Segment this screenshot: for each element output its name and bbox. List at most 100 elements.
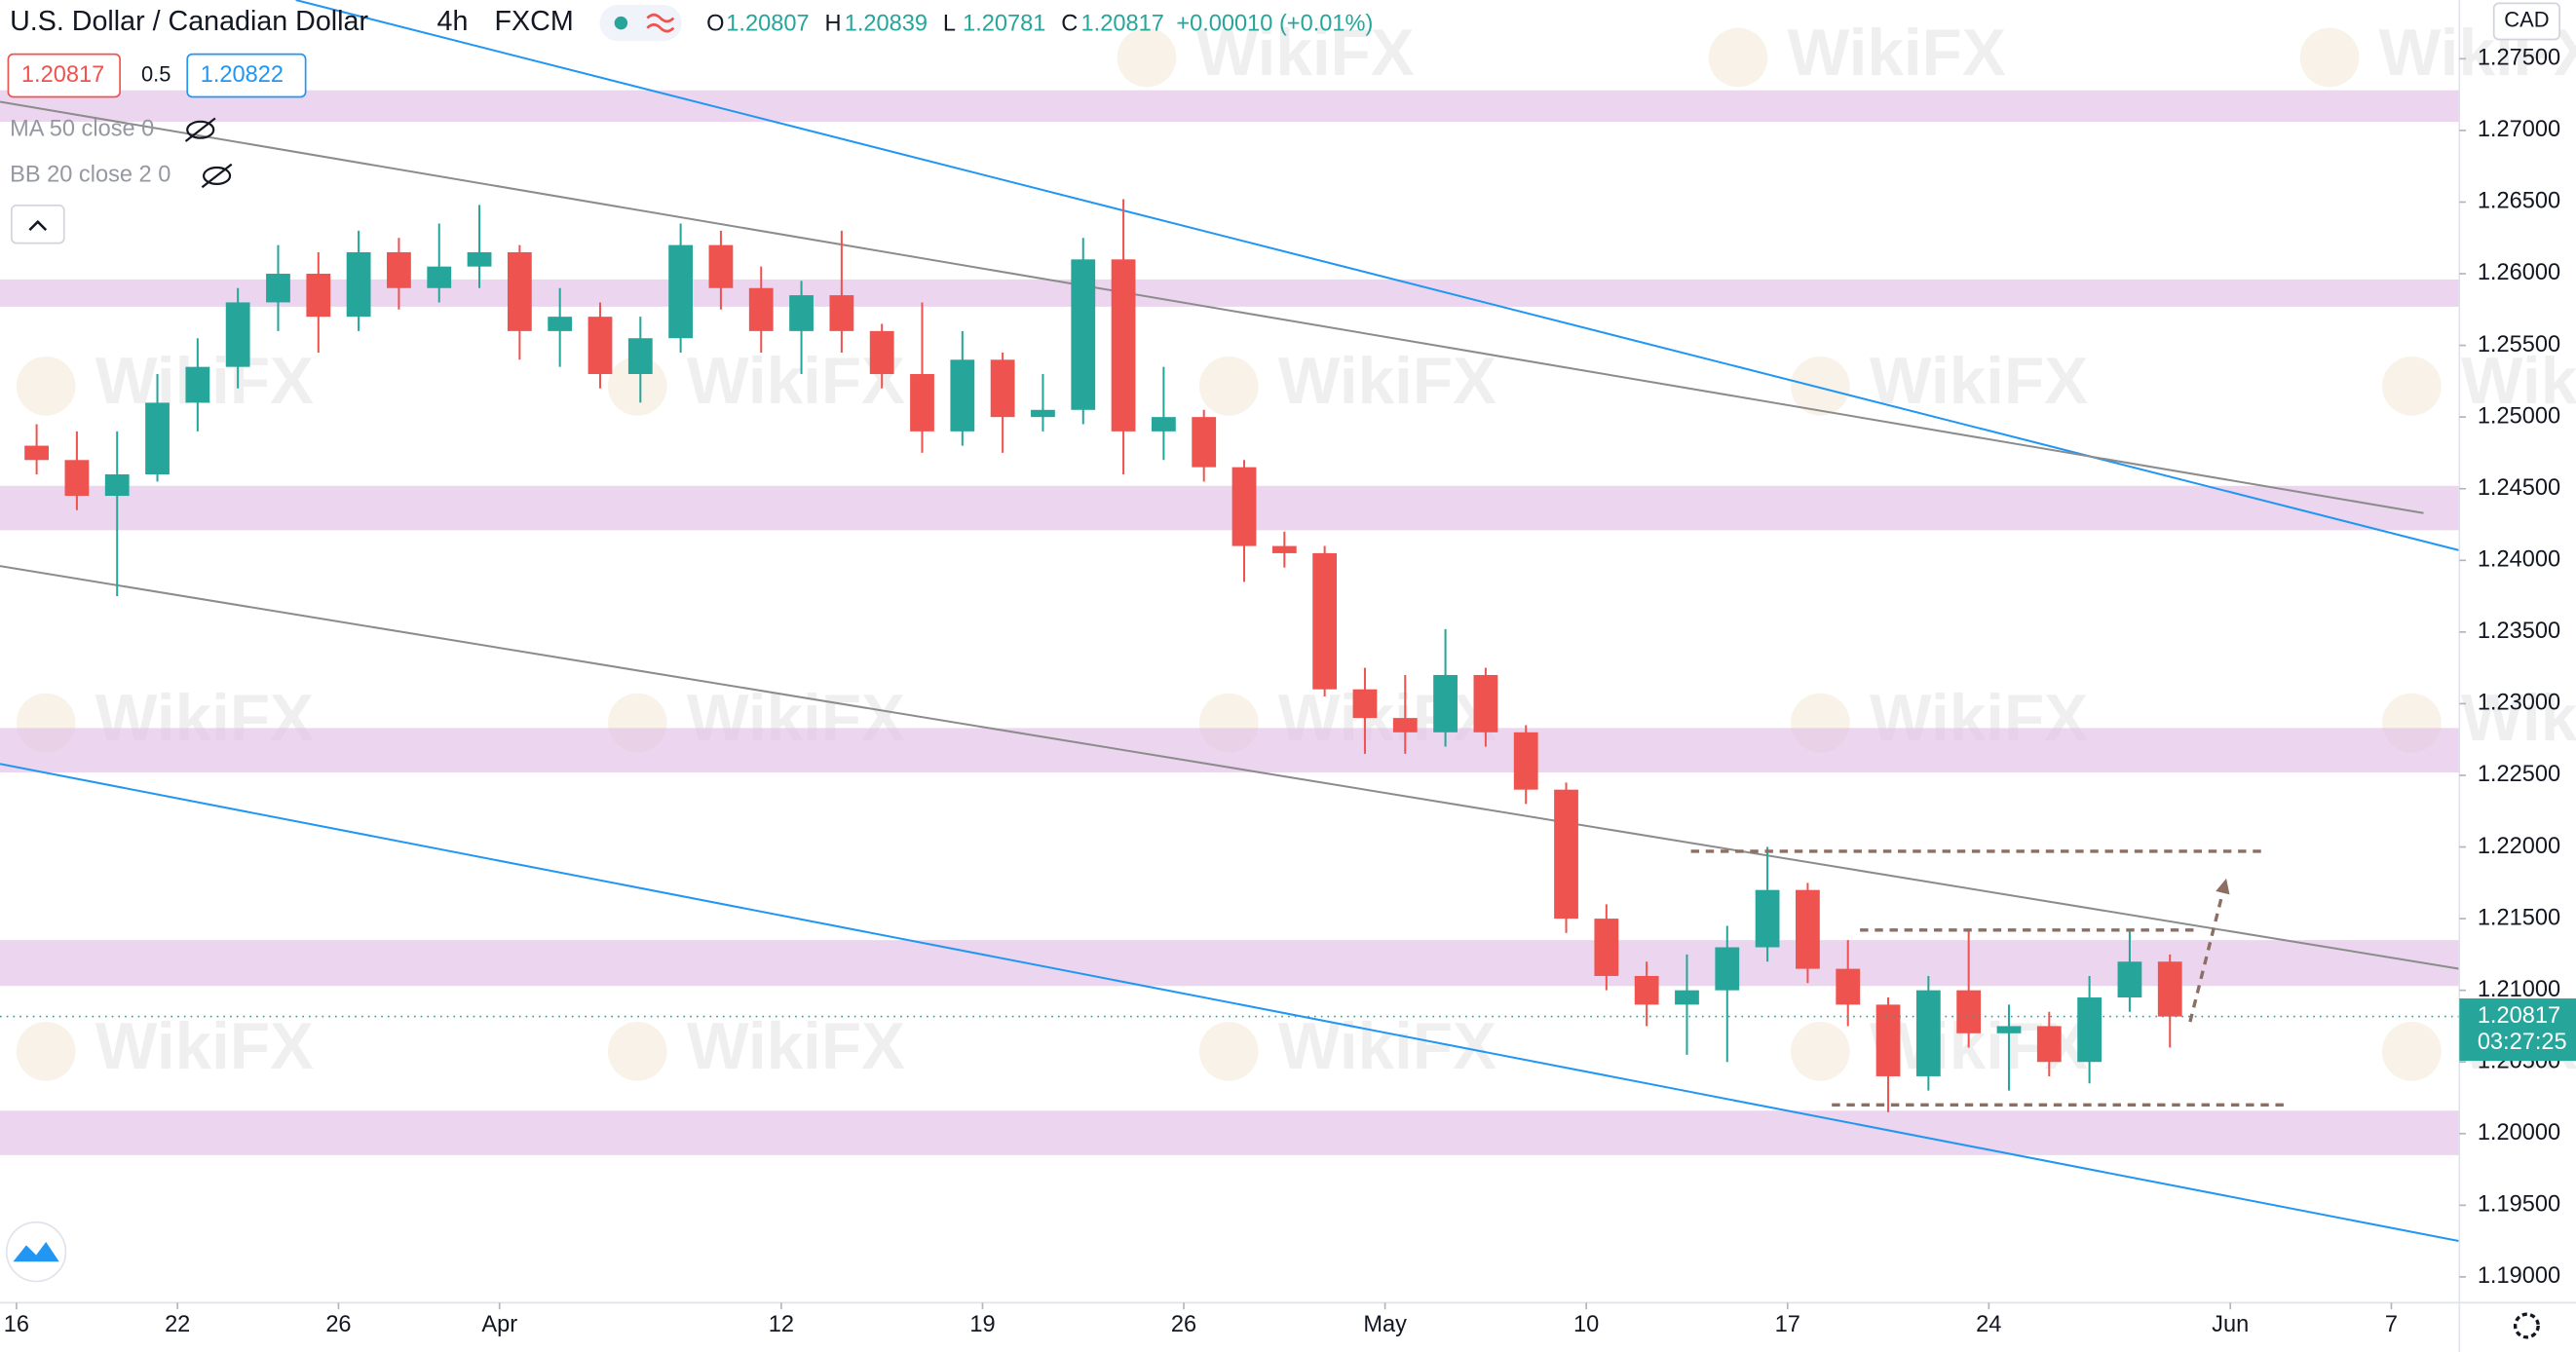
- watermark-logo: [607, 1022, 667, 1081]
- interval: 4h: [437, 6, 469, 37]
- candle-body: [2117, 961, 2142, 998]
- candle-body: [266, 274, 290, 303]
- y-tick-label: 1.21000: [2478, 977, 2560, 1002]
- candle-body: [990, 359, 1015, 418]
- x-tick-label: Apr: [481, 1312, 517, 1337]
- candle-body: [1433, 674, 1458, 732]
- candle-body: [708, 244, 734, 288]
- ohlc-value: 1.20839: [845, 12, 928, 37]
- candle-body: [1796, 889, 1820, 969]
- y-tick-label: 1.26500: [2478, 189, 2560, 214]
- x-tick-label: 24: [1976, 1312, 2001, 1337]
- ohlc-value: 1.20781: [963, 12, 1045, 37]
- watermark: WikiFX: [1870, 345, 2088, 418]
- exchange: FXCM: [495, 6, 574, 37]
- watermark-logo: [1790, 1022, 1850, 1081]
- candle-body: [387, 251, 411, 288]
- hidden-icon[interactable]: [202, 166, 232, 185]
- zone: [0, 940, 2460, 987]
- ohlc-key: H: [824, 12, 841, 37]
- candle-body: [185, 366, 210, 403]
- candle-body: [1312, 552, 1338, 690]
- zone: [0, 485, 2460, 531]
- y-tick-label: 1.24500: [2478, 475, 2560, 501]
- x-tick-label: May: [1363, 1312, 1407, 1337]
- x-tick-label: 26: [1171, 1312, 1196, 1337]
- currency-box[interactable]: [2492, 2, 2560, 41]
- settings-icon[interactable]: [2513, 1312, 2540, 1339]
- candle-body: [1675, 990, 1699, 1005]
- arrow-head: [2216, 878, 2230, 895]
- zone: [0, 1110, 2460, 1155]
- hidden-icon[interactable]: [186, 120, 215, 139]
- y-tick-label: 1.27000: [2478, 117, 2560, 142]
- bid-box[interactable]: [7, 53, 121, 98]
- watermark: WikiFX: [687, 1010, 905, 1083]
- x-tick-label: 12: [769, 1312, 794, 1337]
- y-tick-label: 1.21500: [2478, 905, 2560, 930]
- y-tick-label: 1.26000: [2478, 260, 2560, 285]
- y-tick-label: 1.23000: [2478, 691, 2560, 716]
- x-tick-label: 10: [1573, 1312, 1599, 1337]
- watermark-logo: [1117, 27, 1177, 88]
- collapse-button[interactable]: [10, 204, 65, 244]
- candle-body: [467, 251, 492, 267]
- x-tick-label: 7: [2385, 1312, 2398, 1337]
- x-tick-label: 22: [165, 1312, 190, 1337]
- watermark: WikiFX: [1278, 345, 1496, 418]
- ohlc-key: O: [706, 12, 724, 37]
- ohlc-key: L: [943, 12, 956, 37]
- candle-body: [306, 274, 331, 318]
- y-tick-label: 1.22500: [2478, 762, 2560, 787]
- ask-box[interactable]: [186, 53, 307, 98]
- watermark-logo: [16, 356, 76, 416]
- trend-line: [0, 763, 2460, 1243]
- candle-body: [1513, 732, 1538, 790]
- indicator: BB 20 close 2 0: [10, 163, 170, 188]
- watermark: WikiFX: [1788, 17, 2006, 90]
- y-tick-label: 1.19500: [2478, 1192, 2560, 1218]
- candle-body: [507, 251, 532, 331]
- watermark-logo: [1198, 356, 1259, 416]
- watermark-logo: [2299, 27, 2360, 88]
- x-tick-label: 17: [1775, 1312, 1800, 1337]
- watermark: WikiFX: [2461, 682, 2576, 755]
- zone: [0, 728, 2460, 773]
- candle-body: [1875, 1004, 1901, 1076]
- y-tick-label: 1.24000: [2478, 547, 2560, 573]
- x-tick-label: 16: [4, 1312, 29, 1337]
- watermark: WikiFX: [95, 1010, 314, 1083]
- market-status: [614, 16, 628, 30]
- candle-body: [1634, 975, 1659, 1005]
- watermark: WikiFX: [687, 345, 905, 418]
- currency: CAD: [2504, 8, 2549, 32]
- candle-body: [225, 302, 250, 367]
- candle-body: [1915, 990, 1941, 1076]
- status-pill: [599, 5, 682, 42]
- ohlc-value: 1.20817: [1081, 12, 1164, 37]
- bid: 1.20817: [21, 62, 104, 88]
- candle-body: [1715, 947, 1740, 991]
- candle-body: [548, 317, 573, 331]
- arrow: [2188, 878, 2228, 1023]
- candle-body: [2077, 997, 2102, 1063]
- x-tick-label: 26: [325, 1312, 351, 1337]
- change: +0.00010 (+0.01%): [1176, 12, 1373, 37]
- candle-body: [346, 251, 371, 318]
- candle-body: [668, 244, 694, 339]
- y-tick-label: 1.25000: [2478, 403, 2560, 429]
- candle-body: [1031, 409, 1055, 418]
- candle-body: [1956, 990, 1982, 1033]
- watermark-logo: [1708, 27, 1768, 88]
- x-tick-label: 19: [969, 1312, 995, 1337]
- logo-mark: [13, 1242, 59, 1262]
- candle-body: [910, 374, 934, 432]
- candle-body: [1192, 417, 1217, 468]
- plot-area: [0, 0, 2460, 1243]
- watermark-logo: [1198, 1022, 1259, 1081]
- x-tick-label: Jun: [2212, 1312, 2249, 1337]
- ask: 1.20822: [201, 62, 284, 88]
- candle-body: [1594, 919, 1619, 976]
- logo[interactable]: [5, 1221, 67, 1283]
